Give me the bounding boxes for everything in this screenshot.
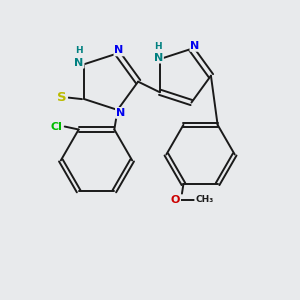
Text: O: O xyxy=(171,194,180,205)
Text: S: S xyxy=(57,91,67,104)
Text: N: N xyxy=(114,45,124,56)
Text: CH₃: CH₃ xyxy=(195,195,213,204)
Text: N: N xyxy=(154,52,163,63)
Text: Cl: Cl xyxy=(50,122,62,131)
Text: H: H xyxy=(75,46,83,55)
Text: N: N xyxy=(116,108,125,118)
Text: N: N xyxy=(190,41,200,51)
Text: N: N xyxy=(74,58,84,68)
Text: H: H xyxy=(154,42,162,51)
